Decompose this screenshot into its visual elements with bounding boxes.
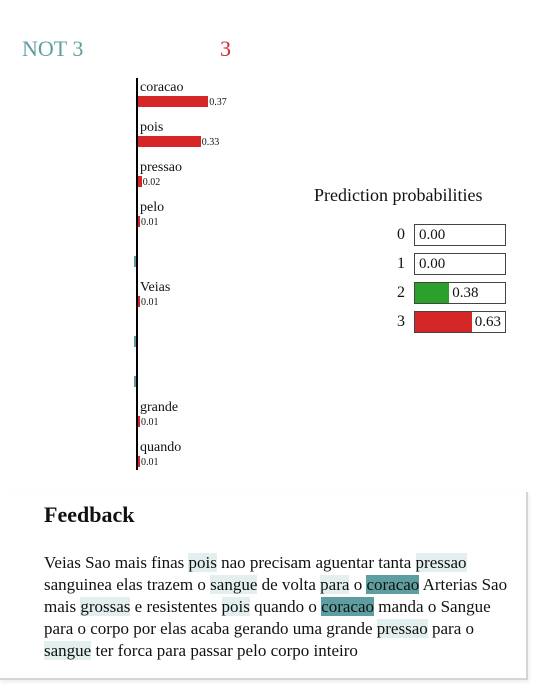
feedback-text-segment: manda o Sangue para o corpo por elas aca… xyxy=(44,597,491,638)
feedback-text-segment: quando o xyxy=(249,597,322,616)
probability-value: 0.00 xyxy=(419,227,446,243)
feature-weight: 0.01 xyxy=(141,417,159,428)
probability-row: 3 0.63 xyxy=(394,311,514,333)
not-class-label: NOT 3 xyxy=(22,36,84,61)
feature-weight: 0.01 xyxy=(141,217,159,228)
probability-fill xyxy=(415,312,472,332)
feature-bar xyxy=(138,176,142,187)
highlighted-word: grossas xyxy=(80,597,131,616)
explanation-axis xyxy=(136,78,138,470)
probability-row: 0 0.00 xyxy=(394,224,514,246)
feature-bar xyxy=(138,296,140,307)
highlighted-word-strong: coracao xyxy=(366,575,420,594)
highlighted-word: pressao xyxy=(376,619,428,638)
probability-fill xyxy=(415,283,450,303)
highlighted-word: pois xyxy=(188,553,217,572)
feature-bar xyxy=(134,336,136,347)
feature-word: pois xyxy=(140,120,164,135)
feature-weight: 0.02 xyxy=(142,177,161,188)
feature-bar xyxy=(138,456,140,467)
feature-bar xyxy=(138,416,140,427)
probability-value: 0.38 xyxy=(452,285,479,301)
feature-word: grande xyxy=(140,400,179,415)
feature-bar xyxy=(134,256,136,267)
probability-value: 0.00 xyxy=(419,256,446,272)
feature-weight: 0.01 xyxy=(141,457,159,468)
class-label: 3 xyxy=(220,36,231,61)
highlighted-word-strong: coracao xyxy=(321,597,375,616)
feature-word: pelo xyxy=(140,200,165,215)
probability-bar: 0.63 xyxy=(414,311,506,333)
feature-weight: 0.37 xyxy=(209,97,227,108)
feedback-text-segment: o xyxy=(349,575,367,594)
highlighted-word: para xyxy=(320,575,350,594)
feature-bar xyxy=(138,96,209,107)
feature-bar xyxy=(138,216,140,227)
probability-class: 2 xyxy=(397,284,405,301)
probability-class: 3 xyxy=(397,313,405,330)
feature-bar xyxy=(138,136,201,147)
highlighted-word: sangue xyxy=(210,575,258,594)
feedback-text-segment: para o xyxy=(427,619,475,638)
probability-class: 1 xyxy=(397,255,405,272)
feedback-text-segment: e resistentes xyxy=(130,597,222,616)
explanation-bar-chart: coracao0.37pois0.33pressao0.02pelo0.01co… xyxy=(0,0,300,480)
highlighted-word: pois xyxy=(221,597,250,616)
feature-word: Veias xyxy=(140,280,171,295)
probability-class: 0 xyxy=(397,226,405,243)
prediction-probabilities-title: Prediction probabilities xyxy=(314,185,483,205)
feedback-text-segment: sanguinea elas trazem o xyxy=(44,575,211,594)
probability-row: 2 0.38 xyxy=(394,282,514,304)
highlighted-word: sangue xyxy=(44,641,92,660)
feedback-text-segment: Arterias Sao mais xyxy=(44,575,508,616)
probability-bar: 0.00 xyxy=(414,253,506,275)
feature-weight: 0.01 xyxy=(141,297,159,308)
probability-row: 1 0.00 xyxy=(394,253,514,275)
feedback-text-segment: de volta xyxy=(257,575,321,594)
feature-word: coracao xyxy=(140,80,184,95)
highlighted-word: pressao xyxy=(415,553,467,572)
feature-word: pressao xyxy=(140,160,182,175)
feedback-title: Feedback xyxy=(44,502,135,527)
feedback-text-segment: ter forca para passar pelo corpo inteiro xyxy=(91,641,358,660)
probability-bar: 0.00 xyxy=(414,224,506,246)
feedback-text-segment: nao precisam aguentar tanta xyxy=(216,553,416,572)
probability-bar: 0.38 xyxy=(414,282,506,304)
feedback-text-segment: Veias Sao mais finas xyxy=(44,553,189,572)
feature-bar xyxy=(134,376,136,387)
probability-value: 0.63 xyxy=(474,314,501,330)
feature-word: quando xyxy=(140,440,182,455)
feature-weight: 0.33 xyxy=(201,137,220,148)
feedback-panel: Feedback Veias Sao mais finas pois nao p… xyxy=(0,492,528,680)
feedback-text: Veias Sao mais finas pois nao precisam a… xyxy=(44,552,524,662)
